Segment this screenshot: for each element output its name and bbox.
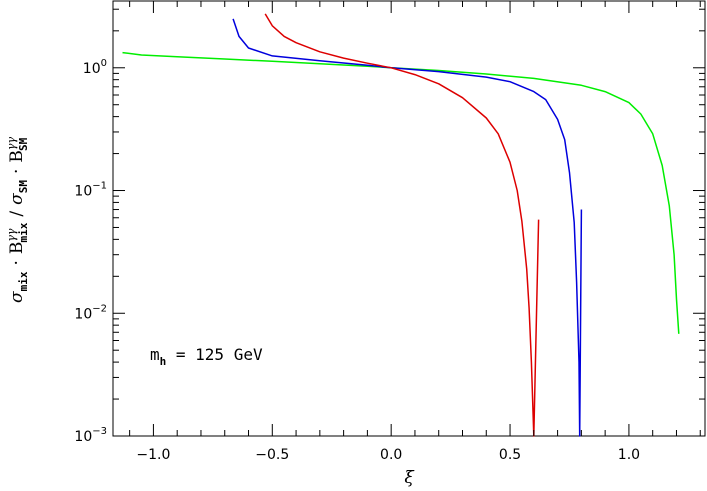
plot-frame bbox=[112, 0, 706, 437]
y-tick-label: 10−2 bbox=[74, 303, 107, 322]
mass-annotation: mh = 125 GeV bbox=[150, 345, 263, 368]
x-tick-label: −0.5 bbox=[255, 447, 289, 463]
axis-ticks bbox=[113, 1, 705, 437]
series-line-3 bbox=[264, 13, 540, 437]
y-tick-labels: 100 10−1 10−2 10−3 bbox=[74, 58, 107, 445]
series-lines bbox=[122, 13, 680, 437]
y-tick-label: 10−3 bbox=[74, 426, 107, 445]
x-tick-labels: −1.0 −0.5 0.0 0.5 1.0 bbox=[136, 447, 640, 463]
x-tick-label: 1.0 bbox=[618, 447, 640, 463]
x-axis-title: ξ bbox=[404, 468, 415, 488]
y-tick-label: 10−1 bbox=[74, 181, 107, 200]
y-tick-label: 100 bbox=[83, 58, 107, 77]
x-tick-label: 0.0 bbox=[380, 447, 402, 463]
x-tick-label: −1.0 bbox=[136, 447, 170, 463]
series-line-2 bbox=[232, 18, 583, 437]
y-axis-title: σmix·Bγγmix/σSM·BγγSM bbox=[5, 137, 30, 303]
series-line-1 bbox=[122, 51, 680, 334]
x-tick-label: 0.5 bbox=[499, 447, 521, 463]
